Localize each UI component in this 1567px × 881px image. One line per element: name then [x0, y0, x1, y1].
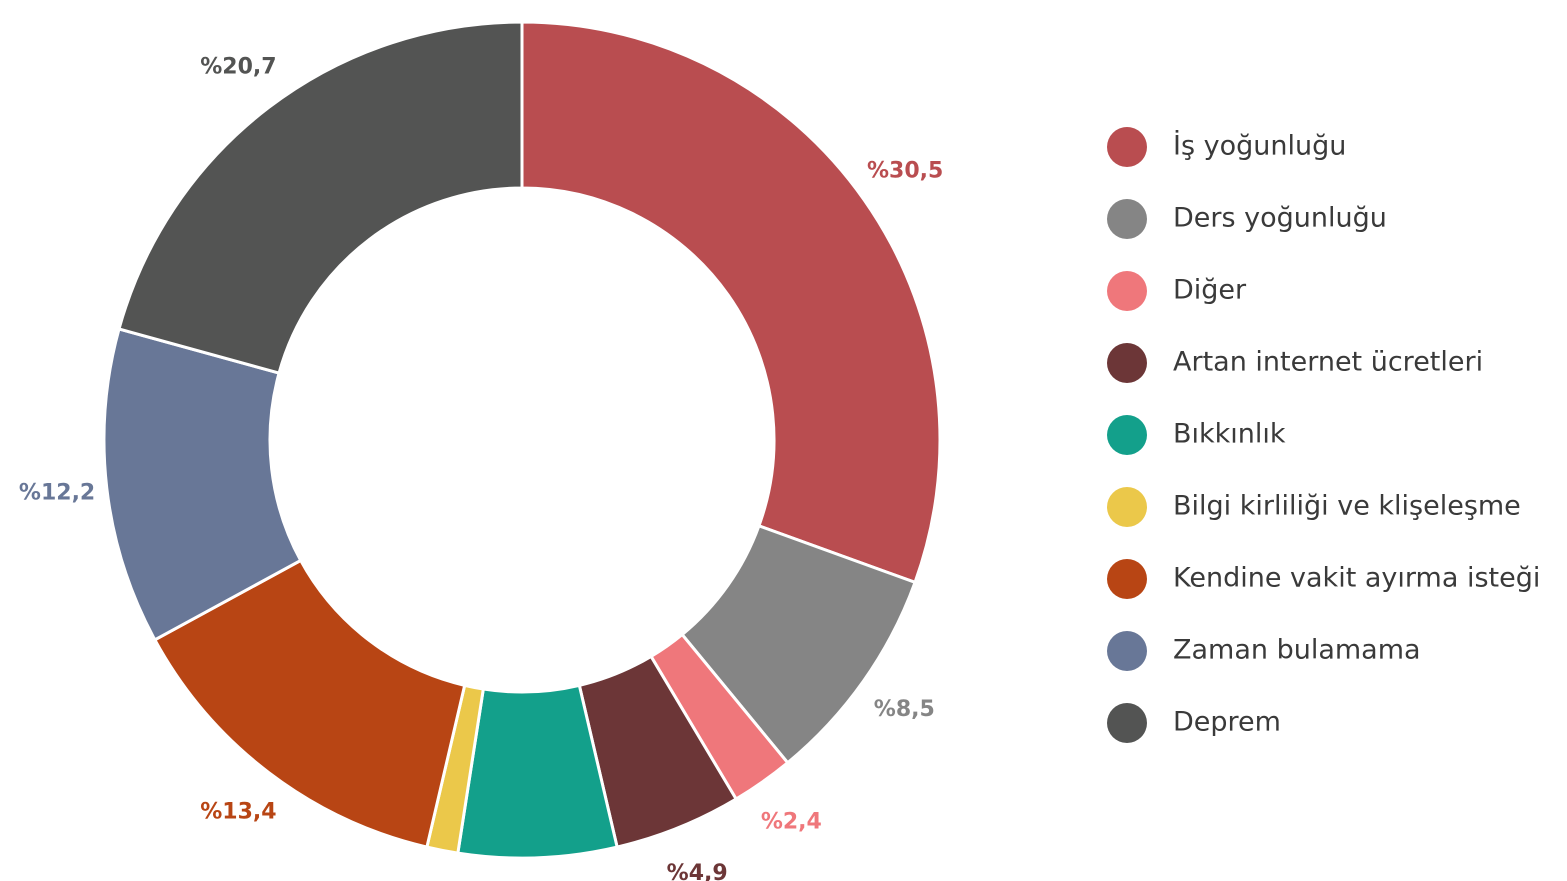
legend-marker — [1107, 127, 1147, 167]
legend-marker — [1107, 559, 1147, 599]
value-label: %8,5 — [874, 697, 935, 722]
legend-label: Bıkkınlık — [1173, 419, 1286, 450]
value-label: %2,4 — [761, 810, 822, 835]
legend-label: Ders yoğunluğu — [1173, 203, 1387, 234]
legend-marker — [1107, 631, 1147, 671]
value-label: %20,7 — [200, 55, 276, 80]
legend-marker — [1107, 343, 1147, 383]
value-label: %12,2 — [19, 481, 95, 506]
legend-marker — [1107, 703, 1147, 743]
value-label: %30,5 — [867, 158, 943, 183]
legend-label: İş yoğunluğu — [1173, 130, 1346, 162]
legend-marker — [1107, 271, 1147, 311]
donut-segment — [117, 20, 524, 375]
legend-label: Kendine vakit ayırma isteği — [1173, 563, 1540, 594]
legend-marker — [1107, 415, 1147, 455]
legend-label: Zaman bulamama — [1173, 635, 1421, 666]
donut-segment — [520, 20, 942, 585]
value-label: %13,4 — [200, 799, 276, 824]
legend-label: Deprem — [1173, 707, 1281, 738]
value-label: %4,9 — [667, 861, 728, 881]
legend-marker — [1107, 487, 1147, 527]
legend-label: Diğer — [1173, 275, 1247, 306]
legend-marker — [1107, 199, 1147, 239]
legend-label: Bilgi kirliliği ve klişeleşme — [1173, 491, 1521, 522]
legend-label: Artan internet ücretleri — [1173, 347, 1483, 378]
